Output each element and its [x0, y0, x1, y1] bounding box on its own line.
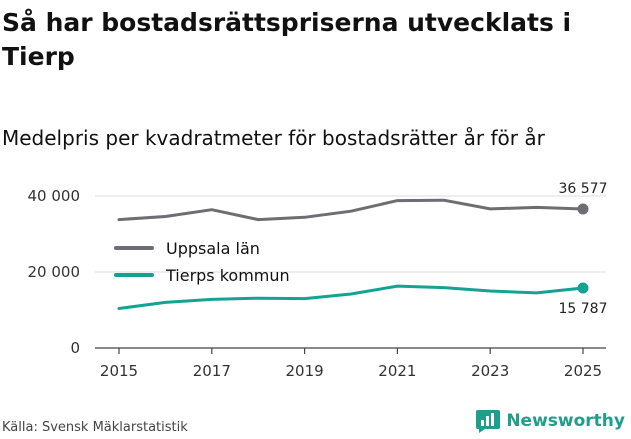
x-tick-label: 2019	[286, 362, 324, 380]
legend-label: Tierps kommun	[165, 266, 290, 285]
end-labels: 36 577 15 787	[559, 181, 608, 317]
y-tick-label: 40 000	[28, 187, 81, 205]
series-end-point	[577, 203, 589, 215]
chart-subtitle: Medelpris per kvadratmeter för bostadsrä…	[2, 126, 545, 150]
x-tick-label: 2017	[193, 362, 231, 380]
chart-title: Så har bostadsrättspriserna utvecklats i…	[2, 8, 572, 71]
series-line	[117, 198, 585, 222]
brand-name: Newsworthy	[506, 411, 625, 431]
legend-label: Uppsala län	[166, 239, 260, 258]
series	[117, 198, 589, 310]
x-tick-label: 2021	[378, 362, 416, 380]
axes: 0 20 000 40 000 2015 2017 2019 2021 2023 2025	[28, 187, 606, 380]
newsworthy-brand: Newsworthy	[475, 408, 625, 434]
y-tick-label: 0	[70, 339, 80, 357]
end-value-label: 36 577	[559, 181, 608, 197]
x-tick-label: 2023	[471, 362, 509, 380]
gridlines	[95, 195, 606, 273]
newsworthy-logo-icon	[476, 410, 501, 433]
series-end-point	[577, 282, 589, 294]
series-line	[117, 284, 585, 310]
line-chart: 0 20 000 40 000 2015 2017 2019 2021 2023 2025 Up…	[28, 181, 608, 380]
source-note: Källa: Svensk Mäklarstatistik	[2, 420, 188, 435]
y-tick-label: 20 000	[28, 263, 81, 281]
x-tick-label: 2025	[564, 362, 602, 380]
end-value-label: 15 787	[559, 301, 608, 317]
x-tick-label: 2015	[100, 362, 138, 380]
legend: Uppsala län Tierps kommun	[114, 239, 290, 285]
